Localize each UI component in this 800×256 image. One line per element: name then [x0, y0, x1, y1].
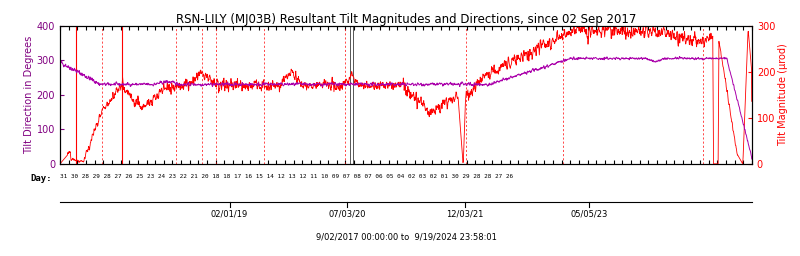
Y-axis label: Tilt Magnitude (μrod): Tilt Magnitude (μrod)	[778, 43, 788, 146]
Text: 9/02/2017 00:00:00 to  9/19/2024 23:58:01: 9/02/2017 00:00:00 to 9/19/2024 23:58:01	[315, 233, 497, 242]
Text: 31 30 28 29 28 27 26 25 23 24 23 22 21 20 18 18 17 16 15 14 12 13 12 11 10 09 07: 31 30 28 29 28 27 26 25 23 24 23 22 21 2…	[60, 174, 513, 179]
Text: 12/03/21: 12/03/21	[446, 210, 483, 219]
Y-axis label: Tilt Direction in Degrees: Tilt Direction in Degrees	[24, 36, 34, 154]
Title: RSN-LILY (MJ03B) Resultant Tilt Magnitudes and Directions, since 02 Sep 2017: RSN-LILY (MJ03B) Resultant Tilt Magnitud…	[176, 13, 636, 26]
Text: Day:: Day:	[30, 174, 52, 183]
Text: 07/03/20: 07/03/20	[329, 210, 366, 219]
Text: 02/01/19: 02/01/19	[211, 210, 248, 219]
Text: 05/05/23: 05/05/23	[570, 210, 608, 219]
